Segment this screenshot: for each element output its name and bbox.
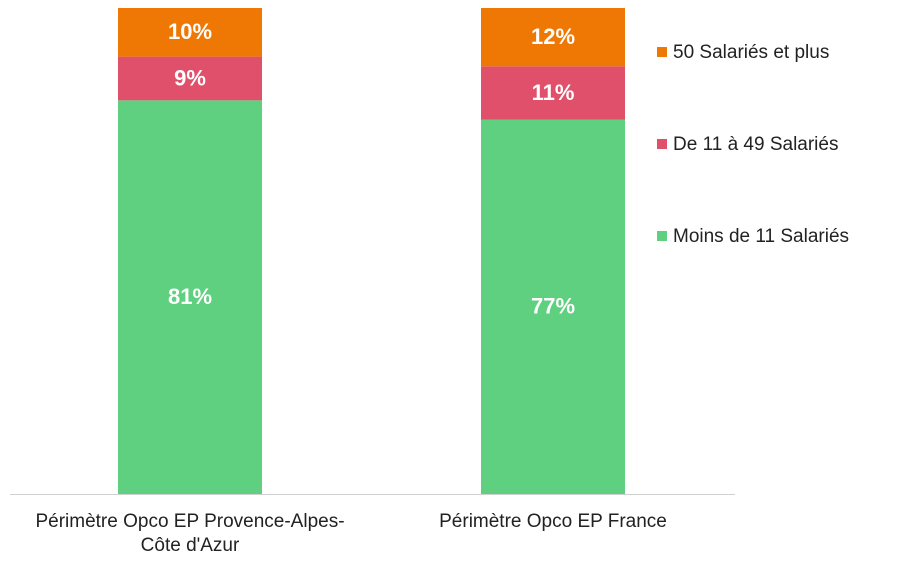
bar-segment xyxy=(481,119,625,494)
value-label: 12% xyxy=(531,24,575,49)
bar-segment xyxy=(118,56,262,101)
bar-segment xyxy=(481,8,625,67)
legend-label: 50 Salariés et plus xyxy=(673,42,829,63)
value-label: 9% xyxy=(174,65,206,90)
legend-swatch xyxy=(657,139,667,149)
value-label: 11% xyxy=(532,80,575,105)
value-label: 77% xyxy=(531,294,575,319)
bar-segment xyxy=(481,66,625,120)
value-label: 10% xyxy=(168,19,212,44)
bar-segment xyxy=(118,100,262,494)
bar-segment xyxy=(118,8,262,57)
x-tick-label: Périmètre Opco EP France xyxy=(439,511,667,532)
legend-label: De 11 à 49 Salariés xyxy=(673,134,838,155)
value-label: 81% xyxy=(168,284,212,309)
legend-swatch xyxy=(657,231,667,241)
legend-label: Moins de 11 Salariés xyxy=(673,226,849,247)
legend-swatch xyxy=(657,47,667,57)
x-tick-label: Périmètre Opco EP Provence-Alpes-Côte d'… xyxy=(35,511,345,556)
